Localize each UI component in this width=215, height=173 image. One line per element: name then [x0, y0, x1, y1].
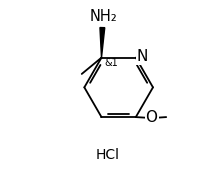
Text: &1: &1	[104, 58, 118, 69]
Text: N: N	[137, 49, 148, 64]
Polygon shape	[100, 28, 105, 58]
Text: NH₂: NH₂	[89, 9, 117, 24]
Text: HCl: HCl	[95, 148, 120, 162]
Text: O: O	[146, 110, 158, 125]
